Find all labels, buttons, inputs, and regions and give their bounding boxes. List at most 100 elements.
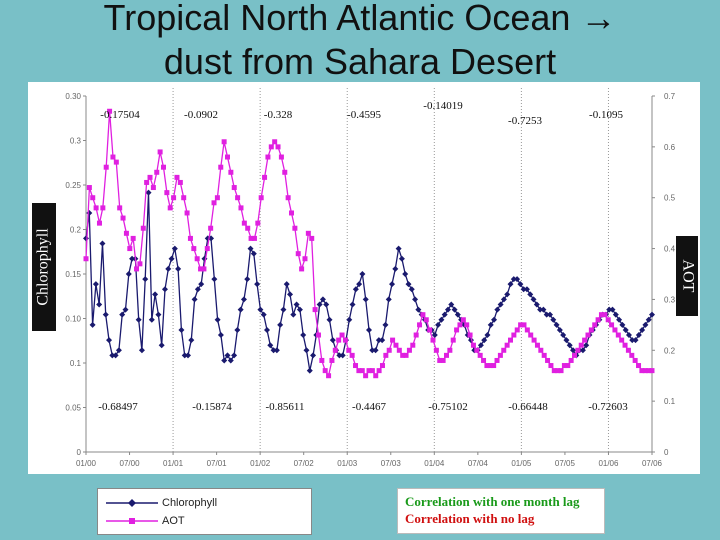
- point-chlorophyll: [244, 276, 251, 283]
- point-chlorophyll: [510, 276, 517, 283]
- x-tick-label: 01/01: [163, 459, 184, 468]
- point-chlorophyll: [339, 352, 346, 359]
- point-aot: [592, 322, 598, 328]
- point-chlorophyll: [612, 311, 619, 318]
- point-chlorophyll: [231, 352, 238, 359]
- point-chlorophyll: [625, 332, 632, 339]
- point-chlorophyll: [99, 240, 106, 247]
- point-chlorophyll: [336, 352, 343, 359]
- point-aot: [198, 266, 204, 272]
- y-right-tick-label: 0.5: [664, 194, 676, 203]
- point-aot: [504, 342, 510, 348]
- point-aot: [403, 352, 409, 358]
- point-aot: [329, 357, 335, 363]
- point-chlorophyll: [435, 321, 442, 328]
- point-chlorophyll: [303, 347, 310, 354]
- point-aot: [167, 205, 173, 211]
- correlation-nolag-value: -0.68497: [98, 401, 138, 413]
- point-aot: [268, 144, 274, 150]
- point-chlorophyll: [280, 306, 287, 313]
- point-chlorophyll: [441, 311, 448, 318]
- point-chlorophyll: [277, 321, 284, 328]
- point-aot: [228, 169, 234, 175]
- y-axis-right-label-text: AOT: [679, 259, 697, 293]
- point-chlorophyll: [375, 337, 382, 344]
- correlation-lag-value: -0.4595: [347, 109, 381, 121]
- point-aot: [187, 235, 193, 241]
- point-chlorophyll: [152, 291, 159, 298]
- point-aot: [578, 342, 584, 348]
- point-chlorophyll: [112, 352, 119, 359]
- point-aot: [619, 337, 625, 343]
- point-chlorophyll: [619, 321, 626, 328]
- point-chlorophyll: [96, 301, 103, 308]
- correlation-nolag-value: -0.4467: [352, 401, 386, 413]
- point-chlorophyll: [622, 326, 629, 333]
- point-chlorophyll: [109, 352, 116, 359]
- point-aot: [214, 195, 220, 201]
- legend-item-aot: AOT: [104, 513, 304, 529]
- point-chlorophyll: [158, 342, 165, 349]
- point-chlorophyll: [175, 265, 182, 272]
- y-right-tick-label: 0.7: [664, 92, 676, 101]
- point-chlorophyll: [533, 301, 540, 308]
- point-aot: [383, 352, 389, 358]
- point-aot: [225, 154, 230, 160]
- point-chlorophyll: [171, 245, 178, 252]
- point-aot: [501, 347, 507, 353]
- point-aot: [528, 332, 534, 338]
- point-chlorophyll: [135, 316, 142, 323]
- point-aot: [93, 205, 99, 211]
- point-chlorophyll: [560, 332, 567, 339]
- point-aot: [134, 266, 140, 272]
- x-tick-label: 07/06: [642, 459, 663, 468]
- point-aot: [150, 185, 156, 191]
- point-aot: [171, 195, 177, 201]
- point-chlorophyll: [129, 255, 136, 262]
- point-aot: [450, 337, 456, 343]
- correlation-lag-value: -0.14019: [423, 100, 463, 112]
- point-chlorophyll: [257, 306, 264, 313]
- series-line-aot: [85, 111, 652, 378]
- point-chlorophyll: [645, 316, 652, 323]
- point-aot: [551, 368, 557, 374]
- x-tick-label: 01/03: [337, 459, 358, 468]
- point-chlorophyll: [352, 286, 359, 293]
- point-chlorophyll: [451, 306, 458, 313]
- point-aot: [460, 317, 466, 323]
- point-chlorophyll: [497, 301, 504, 308]
- point-aot: [110, 154, 116, 160]
- legend-label-aot: AOT: [162, 515, 185, 527]
- point-aot: [588, 327, 594, 333]
- point-aot: [386, 347, 392, 353]
- point-aot: [430, 337, 436, 343]
- point-chlorophyll: [234, 326, 241, 333]
- point-chlorophyll: [540, 306, 547, 313]
- point-aot: [83, 256, 89, 262]
- point-aot: [568, 357, 574, 363]
- y-axis-left-label: Chlorophyll: [32, 203, 56, 331]
- point-chlorophyll: [346, 316, 353, 323]
- y-left-tick-label: 0.3: [70, 137, 82, 146]
- title-line-1: Tropical North Atlantic Ocean →: [103, 0, 617, 38]
- point-chlorophyll: [514, 276, 521, 283]
- point-aot: [255, 220, 261, 226]
- point-chlorophyll: [115, 347, 122, 354]
- point-aot: [123, 230, 129, 236]
- point-aot: [201, 266, 207, 272]
- point-aot: [265, 154, 271, 160]
- point-aot: [137, 261, 143, 267]
- point-chlorophyll: [161, 286, 168, 293]
- point-chlorophyll: [217, 332, 224, 339]
- point-chlorophyll: [553, 321, 560, 328]
- series-legend: Chlorophyll AOT: [97, 488, 312, 535]
- point-aot: [565, 363, 571, 369]
- point-chlorophyll: [537, 306, 544, 313]
- point-aot: [120, 215, 126, 221]
- point-aot: [518, 322, 524, 328]
- point-chlorophyll: [520, 286, 527, 293]
- point-chlorophyll: [412, 296, 419, 303]
- y-left-tick-label: 0.05: [65, 404, 81, 413]
- point-chlorophyll: [487, 321, 494, 328]
- point-aot: [208, 225, 214, 231]
